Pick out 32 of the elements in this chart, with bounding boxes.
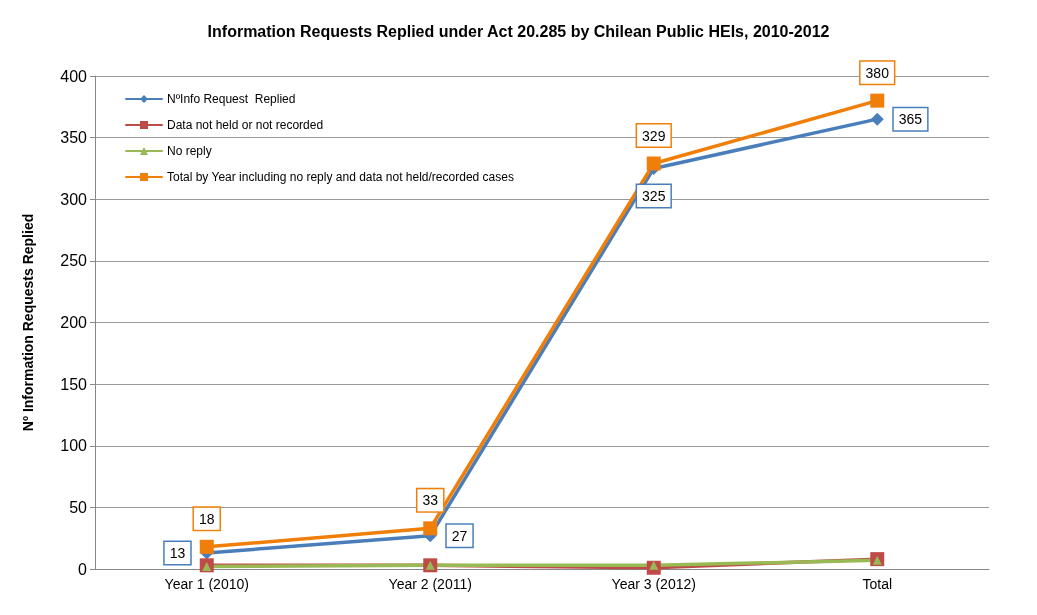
data-label: 365	[898, 111, 923, 128]
y-tick-label: 100	[60, 437, 88, 455]
x-tick-label: Year 1 (2010)	[164, 576, 249, 592]
chart-title: Information Requests Replied under Act 20.285 by Chilean Public HEIs, 2010-2012	[207, 22, 830, 40]
point	[870, 93, 885, 108]
y-tick-label: 200	[60, 314, 88, 331]
y-tick-label: 0	[78, 560, 88, 578]
point	[423, 521, 438, 536]
point	[646, 156, 661, 171]
legend-label: No reply	[167, 144, 212, 158]
legend-label: Data not held or not recorded	[167, 118, 324, 132]
x-tick-label: Year 3 (2012)	[611, 576, 696, 592]
data-label: 27	[451, 527, 468, 544]
y-tick-label: 400	[60, 67, 88, 85]
y-tick-label: 250	[60, 252, 88, 270]
x-tick-label: Year 2 (2011)	[388, 576, 472, 592]
x-tick-label: Total	[862, 576, 893, 592]
data-label: 13	[169, 544, 186, 561]
legend-label: NºInfo Request Replied	[167, 92, 296, 106]
y-tick-label: 150	[60, 375, 88, 393]
data-label: 329	[642, 127, 666, 144]
data-label: 325	[642, 187, 666, 204]
y-axis-title: Nº Information Requests Replied	[20, 213, 36, 432]
point	[199, 539, 214, 554]
data-label: 18	[198, 510, 215, 527]
y-tick-label: 300	[60, 190, 88, 208]
y-tick-label: 350	[60, 129, 88, 147]
data-label: 380	[865, 64, 890, 81]
point	[870, 112, 884, 126]
y-tick-label: 50	[69, 498, 88, 516]
data-label: 33	[422, 492, 439, 509]
legend-label: Total by Year including no reply and data not held/recorded cases	[167, 170, 514, 184]
